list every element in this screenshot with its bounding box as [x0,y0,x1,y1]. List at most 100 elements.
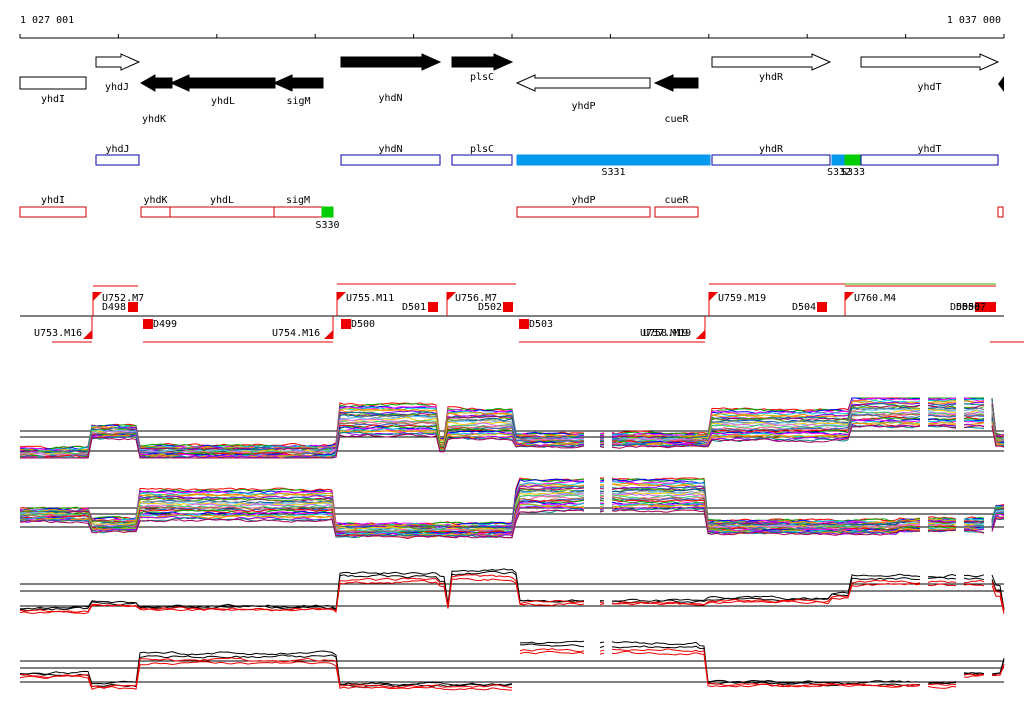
tss-label: U754.M16 [272,328,320,339]
gene-label-sigM: sigM [286,96,310,107]
gene-arrow-sigM[interactable] [272,74,324,92]
segment-cueR[interactable] [654,206,699,218]
expression-track-summary-plus [19,568,1005,615]
gene-label-yhdT: yhdT [917,82,941,93]
tss-flag[interactable] [447,292,456,301]
terminator-box[interactable] [979,302,989,312]
expression-profile-line [19,410,1005,457]
gene-label-yhdR: yhdR [759,72,784,83]
terminator-box[interactable] [986,302,996,312]
tss-flag[interactable] [696,330,705,339]
tss-flag[interactable] [709,292,718,301]
expression-profile-line [19,421,1005,459]
tss-label: U759.M19 [718,293,766,304]
segment-track-minus: yhdI yhdK yhdL sigM S330 yhdP cueR [19,195,1004,231]
tss-label: U758.M19 [643,328,691,339]
segment-yhdL[interactable] [169,206,275,218]
segment-yhdP[interactable] [516,206,651,218]
gene-label-yhdK: yhdK [142,114,166,125]
gene-arrow-yhdN[interactable] [340,53,442,71]
segment-label-S330: S330 [315,220,339,231]
segment-S331[interactable] [516,154,711,166]
segment-label-S333: S333 [841,167,865,178]
segment-S333[interactable] [844,154,862,166]
gene-label-plsC: plsC [470,72,494,83]
expression-profile-line [20,424,1005,459]
ruler-start-label: 1 027 001 [20,15,74,26]
terminator-label: D506 [956,302,980,313]
tss-label: U753.M16 [34,328,82,339]
segment-label-yhdJ: yhdJ [105,144,129,155]
segment-label-yhdL: yhdL [210,195,234,206]
gene-arrow-yhdR[interactable] [711,53,832,71]
segment-sigM[interactable] [273,206,323,218]
tss-label: U760.M4 [854,293,896,304]
segment-plsC[interactable] [451,154,513,166]
tss-label: U752.M7 [102,293,144,304]
segment-yhdT[interactable] [860,154,999,166]
gene-label-yhdP: yhdP [571,101,595,112]
gene-arrow-yhdI[interactable] [19,76,87,90]
expression-profile-line [20,424,1005,459]
segment-label-sigM: sigM [286,195,310,206]
coordinate-ruler: 1 027 001 1 037 000 [19,15,1005,39]
gene-arrow-yhdJ[interactable] [95,53,141,71]
gene-label-cueR: cueR [664,114,689,125]
segment-edge[interactable] [997,206,1004,218]
tss-flag[interactable] [83,330,92,339]
segment-yhdR[interactable] [711,154,831,166]
terminator-label: D501 [402,302,426,313]
gene-arrow-plsC[interactable] [451,53,514,71]
gene-label-yhdL: yhdL [211,96,235,107]
terminator-label: D504 [792,302,816,313]
segment-S330[interactable] [321,206,334,218]
segment-label-yhdK: yhdK [143,195,167,206]
expression-profile-line [19,509,1005,540]
gene-arrow-yhdK[interactable] [139,74,173,92]
segment-yhdK[interactable] [140,206,171,218]
gene-annotation-track: yhdI yhdJ yhdK yhdL sigM yhdN plsC yhdP cueR yhdR… [19,53,1000,125]
segment-yhdN[interactable] [340,154,441,166]
terminator-box[interactable] [817,302,827,312]
segment-yhdI[interactable] [19,206,87,218]
gene-label-yhdN: yhdN [378,93,402,104]
terminator-box[interactable] [428,302,438,312]
segment-S332[interactable] [831,154,847,166]
terminator-label: D499 [153,319,177,330]
segment-label-yhdN: yhdN [378,144,402,155]
segment-yhdJ[interactable] [95,154,140,166]
tss-flag[interactable] [324,330,333,339]
gene-arrow-yhdP[interactable] [515,74,651,92]
gene-arrow-yhdT[interactable] [860,53,1000,71]
tss-flag[interactable] [93,292,102,301]
segment-label-yhdP: yhdP [571,195,595,206]
expression-profile-line [19,568,1005,611]
tss-flag[interactable] [337,292,346,301]
signal-marks: U752.M7 U753.M16 U754.M16 U755.M11 U756.M7 U7… [34,292,996,339]
segment-label-yhdI: yhdI [41,195,65,206]
expression-track-plus [19,397,1005,459]
terminator-box[interactable] [341,319,351,329]
signal-track: U752.M7 U753.M16 U754.M16 U755.M11 U756.M7 U7… [20,283,1024,343]
segment-label-S331: S331 [601,167,625,178]
gene-arrow-yhdL[interactable] [169,74,276,92]
expression-profile-line [19,650,1005,691]
terminator-box[interactable] [503,302,513,312]
gene-label-yhdJ: yhdJ [105,82,129,93]
tss-flag[interactable] [845,292,854,301]
tss-label: U755.M11 [346,293,394,304]
terminator-box[interactable] [143,319,153,329]
signal-up-lines [52,283,1024,343]
tss-label: U756.M7 [455,293,497,304]
segment-label-plsC: plsC [470,144,494,155]
gene-label-yhdI: yhdI [41,94,65,105]
expression-track-summary-minus [19,640,1005,691]
terminator-box[interactable] [519,319,529,329]
gene-arrow-partial[interactable] [998,76,1004,92]
terminator-box[interactable] [128,302,138,312]
expression-profile-line [19,643,1005,688]
gene-arrow-cueR[interactable] [653,74,699,92]
terminator-label: D498 [102,302,126,313]
expression-profile-line [19,570,1005,612]
